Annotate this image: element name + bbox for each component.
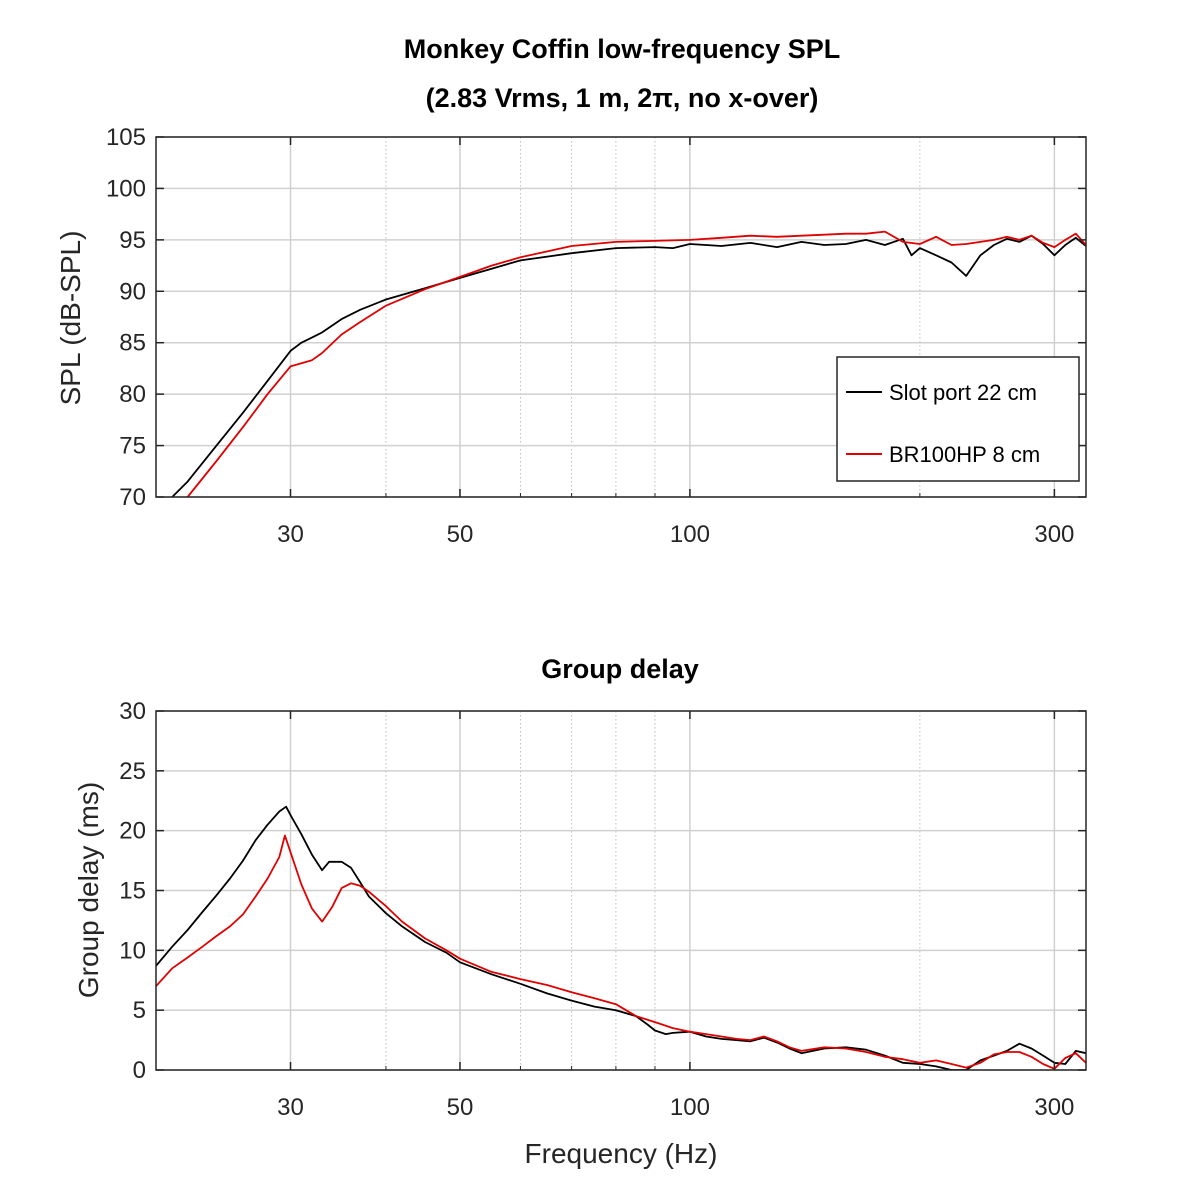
spl-y-tick-label: 80 [119,381,146,408]
group-delay-y-tick-label: 25 [119,758,146,785]
group-delay-y-tick-label: 20 [119,818,146,845]
group-delay-y-tick-label: 15 [119,878,146,905]
legend: Slot port 22 cm BR100HP 8 cm [836,356,1080,482]
spl-series-slot-port [171,234,1086,497]
group-delay-x-tick-label: 300 [1034,1094,1074,1121]
spl-y-tick-label: 100 [106,175,146,202]
spl-series-br100hp [186,230,1086,497]
spl-x-tick-label: 30 [277,521,304,548]
group-delay-x-tick-label: 100 [670,1094,710,1121]
spl-chart: 30 50 100 300 70 75 80 85 90 95 100 105 [106,124,1087,548]
spl-y-tick-label: 70 [119,484,146,511]
spl-y-tick-label: 85 [119,330,146,357]
group-delay-chart: 30 50 100 300 0 5 10 15 20 25 30 [119,698,1087,1121]
spl-x-tick-label: 50 [447,521,474,548]
spl-y-tick-label: 105 [106,124,146,151]
spl-y-tick-label: 90 [119,278,146,305]
group-delay-y-tick-label: 30 [119,698,146,725]
spl-chart-title: Monkey Coffin low-frequency SPL [404,34,841,64]
group-delay-series-slot-port [156,805,1086,1070]
group-delay-x-tick-label: 50 [447,1094,474,1121]
group-delay-y-tick-label: 10 [119,937,146,964]
spl-y-axis-label: SPL (dB-SPL) [55,231,86,406]
spl-chart-subtitle: (2.83 Vrms, 1 m, 2π, no x-over) [426,83,819,113]
spl-axes-box [155,136,1087,498]
spl-y-tick-label: 75 [119,433,146,460]
spl-y-tick-label: 95 [119,227,146,254]
group-delay-y-axis-label: Group delay (ms) [73,782,104,998]
spl-x-tick-label: 300 [1034,521,1074,548]
group-delay-x-tick-label: 30 [277,1094,304,1121]
group-delay-chart-title: Group delay [541,654,699,684]
group-delay-series-br100hp [156,834,1086,1070]
frequency-x-axis-label: Frequency (Hz) [525,1138,718,1169]
legend-box [836,356,1080,482]
group-delay-y-tick-label: 5 [133,997,146,1024]
legend-label-slot-port: Slot port 22 cm [889,380,1037,405]
legend-label-br100hp: BR100HP 8 cm [889,442,1040,467]
group-delay-y-tick-label: 0 [133,1057,146,1084]
spl-x-tick-label: 100 [670,521,710,548]
